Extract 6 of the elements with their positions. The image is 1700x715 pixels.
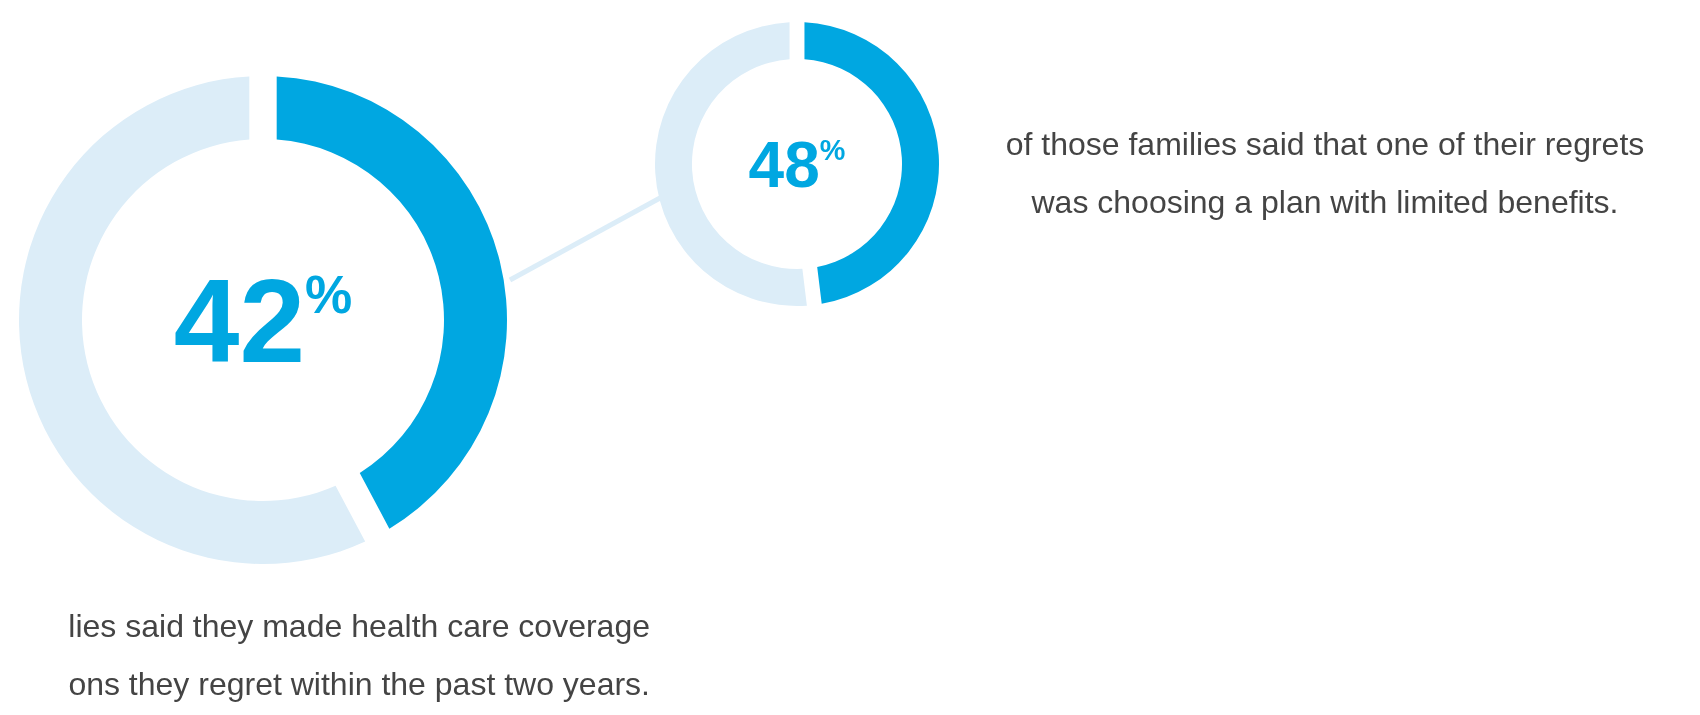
text: of those families said that one of their regrets — [1005, 126, 1645, 162]
text: 48$^{%}$ — [748, 129, 846, 202]
text: 42$^{%}$ — [173, 255, 353, 388]
text: was choosing a plan with limited benefits. — [1030, 184, 1619, 220]
text: ons they regret within the past two years. — [68, 666, 650, 702]
text: lies said they made health care coverage — [68, 608, 650, 644]
